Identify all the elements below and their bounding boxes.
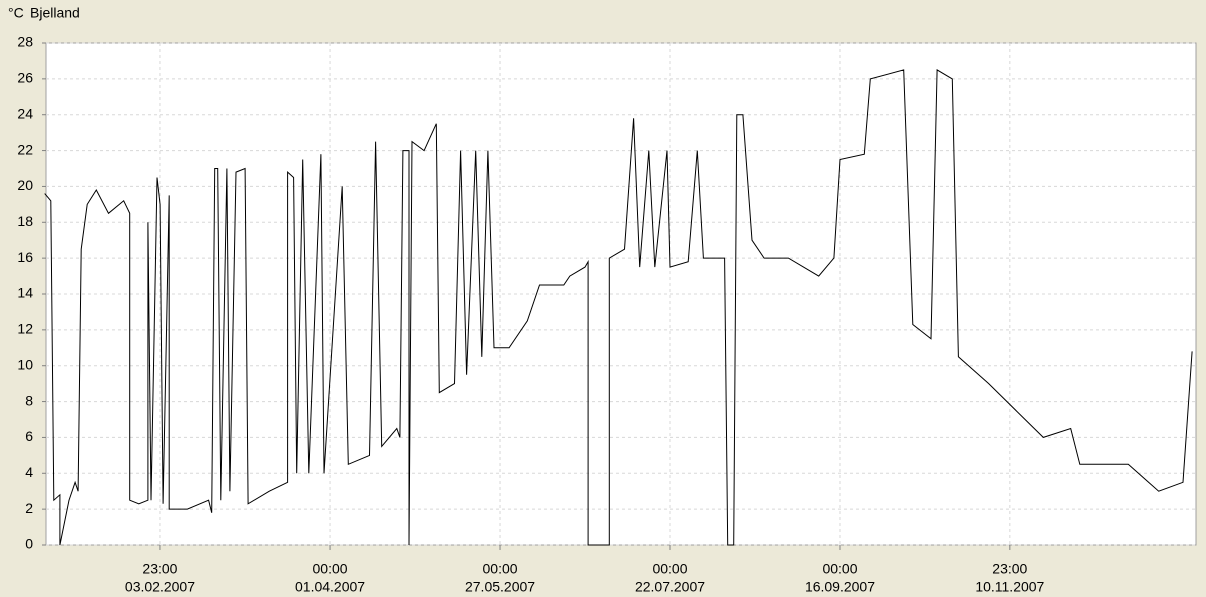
x-tick-label: 16.09.2007 [805, 579, 875, 595]
plot-area [45, 42, 1197, 546]
y-tick-label: 26 [17, 70, 33, 86]
chart-title: Bjelland [30, 5, 80, 21]
x-tick-label: 00:00 [313, 561, 348, 577]
y-tick-label: 14 [17, 285, 33, 301]
y-axis-label: °C [8, 5, 24, 21]
x-tick-label: 22.07.2007 [635, 579, 705, 595]
y-tick-label: 4 [25, 464, 33, 480]
x-tick-label: 23:00 [992, 561, 1027, 577]
x-tick-label: 00:00 [483, 561, 518, 577]
x-tick-label: 10.11.2007 [975, 579, 1044, 595]
y-tick-label: 22 [17, 141, 33, 157]
data-line [44, 69, 1193, 546]
x-tick-label: 23:00 [142, 561, 177, 577]
y-tick-label: 8 [25, 392, 33, 408]
x-tick-label: 03.02.2007 [125, 579, 195, 595]
y-tick-label: 24 [17, 105, 33, 121]
y-tick-label: 10 [17, 356, 33, 372]
y-tick-label: 20 [17, 177, 33, 193]
y-tick-label: 12 [17, 321, 33, 337]
y-tick-label: 18 [17, 213, 33, 229]
y-tick-label: 6 [25, 428, 33, 444]
x-tick-label: 00:00 [652, 561, 687, 577]
y-tick-label: 16 [17, 249, 33, 265]
x-tick-label: 00:00 [822, 561, 857, 577]
x-tick-label: 27.05.2007 [465, 579, 535, 595]
x-tick-label: 01.04.2007 [295, 579, 365, 595]
y-tick-label: 0 [25, 536, 33, 552]
y-tick-label: 28 [17, 34, 33, 50]
y-tick-label: 2 [25, 500, 33, 516]
